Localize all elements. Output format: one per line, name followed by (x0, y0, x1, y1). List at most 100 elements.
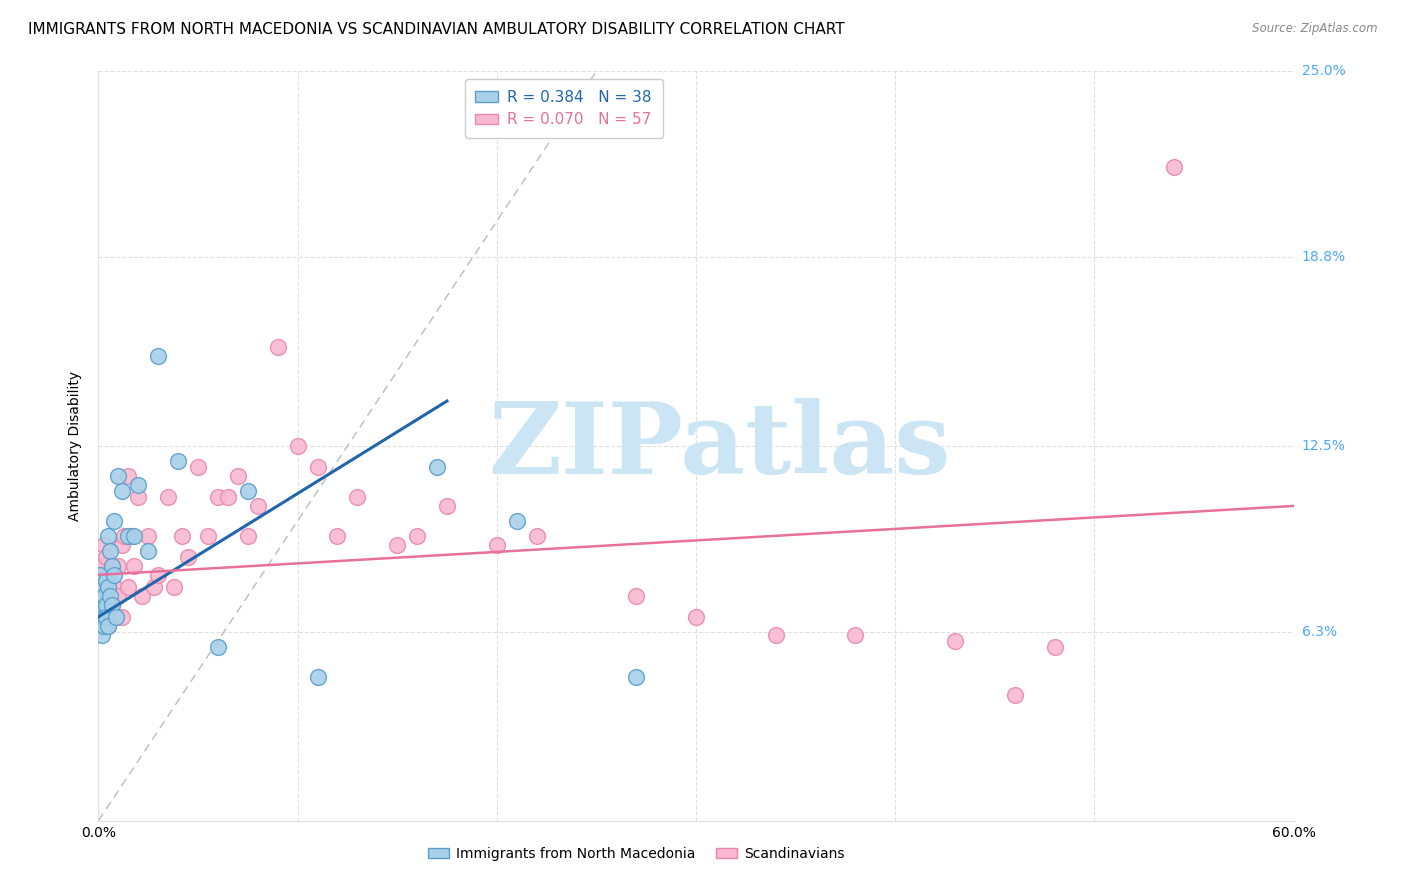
Point (287, 439, 309, 453)
Point (765, 628, 787, 642)
Text: 12.5%: 12.5% (1302, 439, 1346, 453)
Point (96, 574, 118, 588)
Point (127, 490, 149, 504)
Point (943, 633, 966, 648)
Point (197, 529, 219, 543)
Point (236, 529, 259, 543)
Point (98, 589, 122, 603)
Point (107, 589, 129, 603)
Point (111, 610, 134, 624)
Point (207, 490, 229, 504)
Point (226, 469, 249, 483)
Point (91, 628, 114, 642)
Text: 6.3%: 6.3% (1302, 624, 1337, 639)
Point (136, 529, 159, 543)
Point (98, 544, 122, 558)
Point (124, 529, 146, 543)
Point (101, 598, 124, 612)
Point (91, 558, 114, 573)
Point (1163, 161, 1185, 175)
Point (143, 580, 166, 594)
Point (406, 529, 429, 543)
Point (177, 549, 200, 564)
Point (103, 514, 125, 528)
Point (89, 567, 111, 582)
Point (96, 610, 118, 624)
Point (97, 529, 120, 543)
Point (506, 514, 529, 528)
Point (626, 589, 648, 603)
Point (107, 469, 129, 483)
Y-axis label: Ambulatory Disability: Ambulatory Disability (69, 371, 83, 521)
Point (207, 640, 229, 654)
Point (385, 538, 409, 552)
Point (89, 567, 111, 582)
Point (526, 529, 548, 543)
Point (685, 610, 707, 624)
Text: Source: ZipAtlas.com: Source: ZipAtlas.com (1253, 22, 1378, 36)
Point (96, 549, 118, 564)
Point (93, 610, 115, 624)
Point (93, 619, 115, 633)
Point (101, 558, 124, 573)
Point (96, 598, 118, 612)
Point (107, 558, 129, 573)
Point (91, 610, 114, 624)
Point (93, 589, 115, 603)
Point (105, 610, 128, 624)
Point (97, 580, 120, 594)
Point (346, 490, 368, 504)
Point (217, 490, 239, 504)
Point (111, 483, 134, 498)
Point (93, 604, 115, 618)
Point (167, 454, 190, 468)
Point (844, 628, 866, 642)
Point (96, 598, 118, 612)
Point (93, 580, 115, 594)
Point (103, 580, 125, 594)
Point (91, 598, 114, 612)
Point (101, 598, 124, 612)
Point (97, 619, 120, 633)
Point (267, 340, 290, 354)
Point (131, 589, 153, 603)
Point (91, 610, 114, 624)
Legend: Immigrants from North Macedonia, Scandinavians: Immigrants from North Macedonia, Scandin… (423, 841, 849, 866)
Point (127, 478, 149, 492)
Point (89, 610, 111, 624)
Point (93, 538, 115, 552)
Point (187, 460, 209, 475)
Point (117, 529, 139, 543)
Point (105, 610, 128, 624)
Point (101, 558, 124, 573)
Point (148, 349, 170, 363)
Text: IMMIGRANTS FROM NORTH MACEDONIA VS SCANDINAVIAN AMBULATORY DISABILITY CORRELATIO: IMMIGRANTS FROM NORTH MACEDONIA VS SCAND… (28, 22, 845, 37)
Text: 25.0%: 25.0% (1302, 64, 1346, 78)
Point (1004, 688, 1026, 702)
Point (89, 580, 111, 594)
Point (236, 483, 259, 498)
Point (157, 490, 180, 504)
Point (246, 499, 269, 513)
Point (117, 469, 139, 483)
Point (117, 580, 139, 594)
Point (98, 589, 122, 603)
Point (163, 580, 186, 594)
Point (103, 567, 125, 582)
Point (112, 529, 135, 543)
Point (307, 670, 329, 684)
Point (124, 558, 146, 573)
Point (426, 460, 449, 475)
Point (436, 499, 458, 513)
Point (485, 538, 508, 552)
Point (626, 670, 648, 684)
Point (148, 567, 170, 582)
Point (97, 619, 120, 633)
Text: ZIPatlas: ZIPatlas (489, 398, 950, 494)
Point (97, 567, 120, 582)
Point (307, 460, 329, 475)
Point (172, 529, 194, 543)
Point (1043, 640, 1066, 654)
Point (121, 529, 143, 543)
Point (91, 619, 114, 633)
